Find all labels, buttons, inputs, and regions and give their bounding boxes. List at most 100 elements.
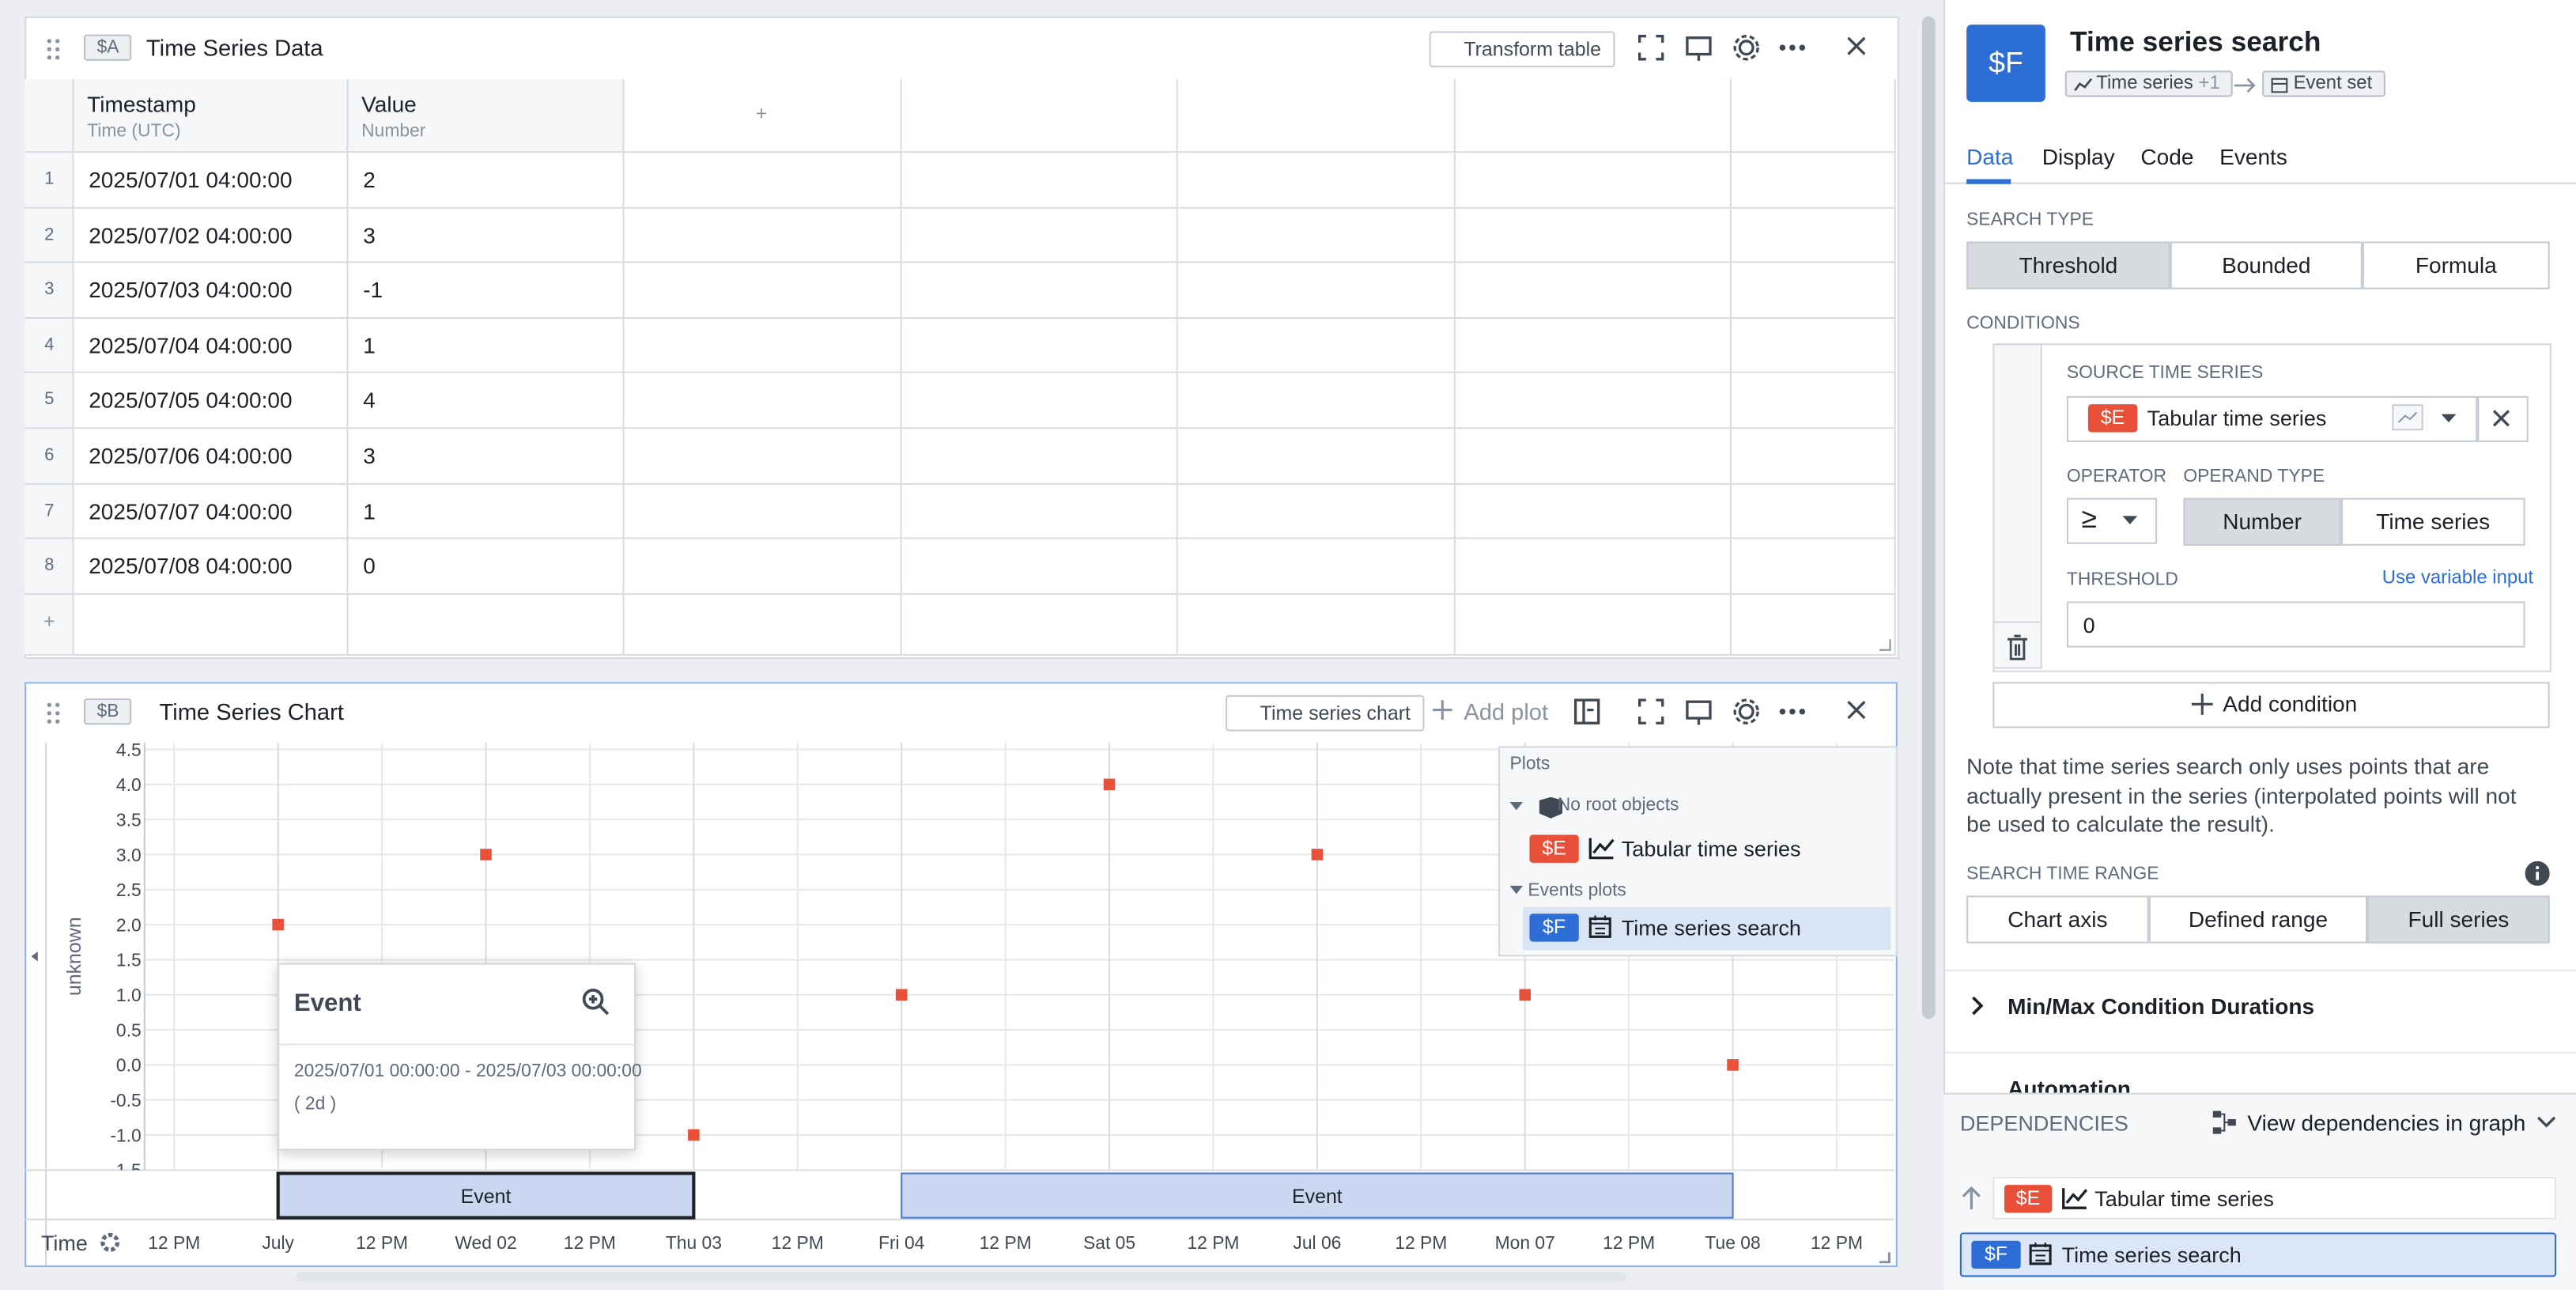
legend-entry[interactable]: Time series search [1621,915,1801,940]
cell [1732,429,1896,485]
event-bar[interactable] [276,1171,696,1220]
event-bar[interactable] [901,1172,1734,1219]
line-icon [2062,1188,2088,1209]
selected-row[interactable] [1523,906,1891,950]
operator-select[interactable] [2066,497,2158,544]
divider [1943,182,2576,184]
drag-handle[interactable] [46,700,62,726]
row-number: 7 [44,500,55,520]
cell-value: 2 [363,167,376,193]
scrollbar[interactable] [1922,16,1936,1020]
section-header[interactable]: Min/Max Condition Durations [2008,994,2315,1020]
cell [1732,263,1896,319]
clear-icon [2492,410,2510,427]
cell-value: 2025/07/04 04:00:00 [89,333,293,358]
clear-button[interactable] [2477,395,2529,442]
plus-icon [2191,693,2213,715]
source-select[interactable] [2066,395,2478,442]
header-cell [1177,78,1456,153]
transform-button[interactable]: Transform table [1429,31,1615,68]
tab[interactable]: Data [1966,144,2014,170]
settings-icon[interactable] [100,1232,120,1252]
cell [901,373,1178,429]
panel-title: Time Series Chart [159,698,344,725]
cell [1455,429,1732,485]
collapse-arrow[interactable] [31,951,38,962]
segment-button[interactable]: Threshold [1966,241,2170,289]
scrollbar[interactable] [296,1272,1627,1282]
cell [74,594,349,656]
threshold-input[interactable] [2066,601,2525,648]
cell [74,263,349,319]
segment-button[interactable]: Chart axis [1966,895,2149,944]
legend-group[interactable]: No root objects [1557,795,1679,815]
segment-button[interactable]: Number [2183,497,2341,546]
add-row[interactable]: + [43,609,55,633]
section-label: CONDITIONS [1966,313,2080,334]
cell [1455,594,1732,656]
add-condition-button[interactable] [1992,682,2550,728]
cell [901,484,1178,539]
plus-icon [1432,700,1452,721]
info-icon[interactable] [2525,861,2550,886]
cell [348,263,625,319]
cell [348,373,625,429]
section-label: SEARCH TYPE [1966,210,2094,230]
point [1311,849,1324,861]
input-chip[interactable]: Time series +1 [2064,70,2234,97]
dependencies-title: DEPENDENCIES [1959,1110,2128,1136]
segment-button[interactable]: Bounded [2170,241,2363,289]
y-axis-label: unknown [63,917,85,996]
x-tick-label: 12 PM [1395,1232,1447,1253]
condition-gutter [1992,343,2042,669]
graph-link[interactable]: View dependencies in graph [2247,1110,2526,1136]
cell [1177,594,1456,656]
field-label: OPERATOR [2066,467,2167,487]
row-number: 4 [44,335,55,355]
dependency-row[interactable] [1959,1232,2557,1277]
y-tick-label: -0.5 [110,1090,141,1110]
x-tick-label: Wed 02 [455,1232,516,1253]
drag-handle[interactable] [46,36,62,62]
cell [1455,318,1732,374]
segment-button[interactable]: Full series [2367,895,2550,944]
segment-button[interactable]: Formula [2362,241,2550,289]
x-tick-label: 12 PM [1811,1232,1863,1253]
tab[interactable]: Display [2042,144,2115,170]
graph-icon [2212,1110,2236,1134]
section-header[interactable]: Automation [2008,1076,2131,1093]
cell [1732,373,1896,429]
y-tick-label: 1.5 [116,950,142,970]
zoom-icon[interactable] [582,988,611,1017]
group-icon [1509,796,1562,819]
add-plot-button[interactable]: Add plot [1464,698,1549,725]
tooltip-title: Event [293,989,361,1018]
add-column[interactable]: + [755,101,768,125]
cell [1732,484,1896,539]
chevron[interactable] [2536,1116,2556,1129]
segment-button[interactable]: Time series [2340,497,2525,546]
tab[interactable]: Events [2219,144,2287,170]
tab[interactable]: Code [2140,144,2194,170]
variable-link[interactable]: Use variable input [2381,568,2534,588]
x-tick-label: 12 PM [980,1232,1032,1253]
cell-value: 1 [363,498,376,524]
delete-icon[interactable] [2006,634,2029,660]
legend-entry[interactable]: Tabular time series [1621,836,1801,861]
x-tick-label: Thu 03 [666,1232,722,1253]
cell [25,318,74,374]
cell [74,484,349,539]
cell [348,484,625,539]
cell [74,373,349,429]
y-tick-label: 3.5 [116,809,142,830]
segment-button[interactable]: Defined range [2148,895,2368,944]
cell [74,429,349,485]
chart-type-button[interactable]: Time series chart [1226,694,1424,732]
cell [624,208,902,263]
legend-group[interactable]: Events plots [1528,880,1626,901]
chevron[interactable] [1971,996,1985,1016]
cell [1177,539,1456,595]
dependency-row[interactable] [1992,1176,2557,1220]
